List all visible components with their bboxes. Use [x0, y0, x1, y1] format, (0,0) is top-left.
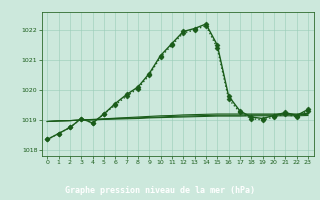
Text: Graphe pression niveau de la mer (hPa): Graphe pression niveau de la mer (hPa): [65, 186, 255, 195]
